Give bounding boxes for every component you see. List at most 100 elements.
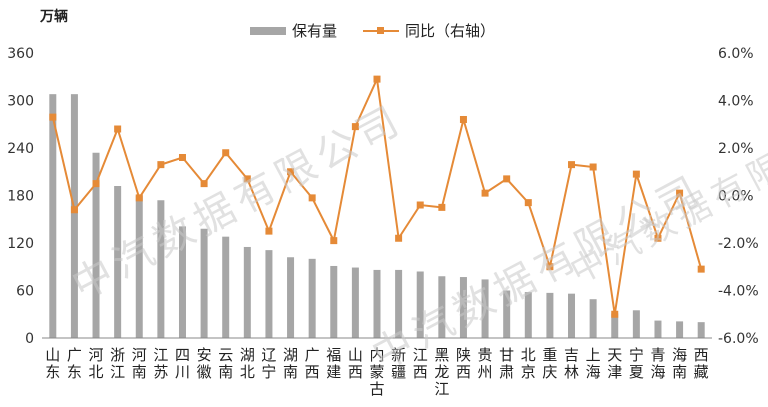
x-tick-label: 青海 [650, 346, 665, 381]
bar-贵州 [481, 279, 489, 338]
legend-swatch-line [363, 26, 400, 34]
x-tick-label: 河北 [89, 346, 104, 381]
x-tick-label: 黑龙江 [434, 346, 449, 398]
x-tick-label: 陕西 [456, 346, 471, 381]
line-point-宁夏 [632, 170, 640, 178]
bar-甘肃 [503, 290, 511, 338]
x-tick-label: 新疆 [391, 346, 406, 381]
bar-安徽 [200, 228, 208, 338]
x-tick-label: 河南 [132, 346, 147, 381]
bar-云南 [222, 236, 230, 338]
line-point-四川 [178, 154, 186, 161]
line-point-内蒙古 [373, 75, 381, 83]
x-tick-label: 福建 [326, 346, 341, 381]
bar-江西 [416, 271, 424, 338]
y-right-tick-label: -6.0% [718, 331, 759, 347]
bar-海南 [676, 321, 684, 338]
bar-内蒙古 [373, 269, 381, 338]
x-tick-label: 贵州 [478, 346, 493, 381]
line-point-天津 [611, 310, 619, 318]
line-point-山西 [351, 123, 359, 131]
line-point-云南 [222, 149, 230, 157]
line-point-吉林 [568, 161, 576, 169]
bar-广西 [308, 258, 316, 338]
bar-广东 [70, 94, 78, 339]
x-tick-label: 北京 [521, 346, 536, 381]
line-point-新疆 [395, 234, 403, 242]
line-point-河南 [135, 194, 143, 202]
bar-山东 [49, 94, 57, 339]
bar-山西 [351, 267, 359, 338]
line-point-甘肃 [503, 175, 511, 183]
line-point-江西 [416, 201, 424, 209]
bar-四川 [178, 226, 186, 338]
x-tick-label: 山西 [348, 346, 363, 381]
y-left-tick-label: 240 [7, 141, 34, 157]
bar-浙江 [114, 186, 122, 338]
y-right-tick-label: -2.0% [718, 236, 759, 252]
x-tick-label: 江苏 [153, 346, 168, 381]
bar-新疆 [395, 269, 403, 338]
bar-重庆 [546, 292, 554, 338]
bar-青海 [654, 320, 662, 338]
line-point-辽宁 [265, 227, 273, 235]
line-point-重庆 [546, 263, 554, 271]
y-left-tick-label: 300 [7, 94, 34, 110]
bar-黑龙江 [438, 276, 446, 338]
legend-label-bar: 保有量 [292, 22, 338, 40]
y-right-tick-label: 0.0% [718, 189, 754, 205]
y-right-tick-label: 6.0% [718, 46, 754, 62]
y-right-tick-label: -4.0% [718, 284, 759, 300]
x-tick-label: 辽宁 [261, 346, 276, 381]
line-point-湖南 [287, 168, 295, 176]
x-tick-label: 广东 [67, 346, 82, 381]
legend-swatch-bar [250, 26, 286, 35]
bar-河北 [92, 152, 100, 338]
line-point-江苏 [157, 161, 165, 169]
x-tick-label: 重庆 [542, 346, 557, 381]
line-point-福建 [330, 237, 338, 245]
bar-北京 [524, 292, 532, 338]
x-tick-label: 浙江 [110, 346, 125, 381]
y-left-tick-label: 360 [7, 46, 34, 62]
line-point-安徽 [200, 180, 208, 188]
line-point-湖北 [243, 175, 251, 183]
legend: 保有量 同比（右轴） [250, 20, 495, 41]
x-tick-label: 湖南 [283, 346, 298, 381]
line-point-广东 [70, 206, 78, 214]
bar-吉林 [568, 293, 576, 338]
bar-辽宁 [265, 250, 273, 338]
line-point-黑龙江 [438, 203, 446, 211]
x-tick-label: 安徽 [197, 346, 212, 381]
x-tick-label: 山东 [45, 346, 60, 381]
bar-福建 [330, 265, 338, 338]
line-point-河北 [92, 180, 100, 188]
bar-河南 [135, 195, 143, 338]
bar-天津 [611, 313, 619, 338]
x-tick-label: 江西 [413, 346, 428, 381]
x-tick-label: 广西 [305, 346, 320, 381]
x-tick-label: 四川 [175, 346, 190, 381]
y-left-tick-label: 180 [7, 189, 34, 205]
x-tick-label: 宁夏 [629, 346, 644, 381]
bar-湖南 [287, 257, 295, 338]
y-right-tick-label: 4.0% [718, 94, 754, 110]
x-tick-label: 云南 [218, 346, 233, 381]
x-tick-label: 甘肃 [499, 346, 514, 381]
bar-宁夏 [632, 310, 640, 338]
x-tick-label: 内蒙古 [369, 346, 384, 398]
line-point-贵州 [481, 189, 489, 197]
line-point-浙江 [114, 125, 122, 133]
x-tick-label: 上海 [586, 346, 601, 381]
y-left-tick-label: 0 [25, 331, 34, 347]
y-left-unit-label: 万辆 [40, 9, 68, 25]
line-point-青海 [654, 234, 662, 242]
line-point-北京 [524, 199, 532, 207]
x-tick-label: 天津 [607, 346, 622, 381]
y-left-tick-label: 120 [7, 236, 34, 252]
x-tick-label: 西藏 [694, 346, 709, 381]
x-tick-label: 海南 [672, 346, 687, 381]
bar-陕西 [459, 277, 467, 338]
line-point-山东 [49, 113, 57, 121]
